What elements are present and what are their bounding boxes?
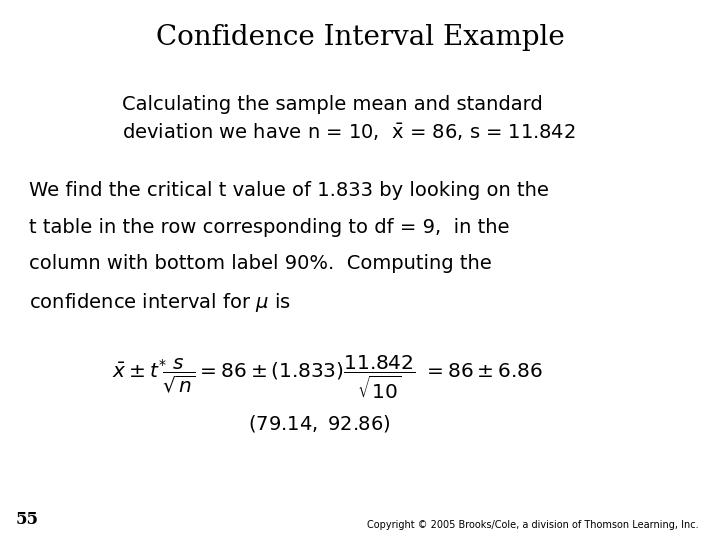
Text: confidence interval for $\mu$ is: confidence interval for $\mu$ is [29, 291, 291, 314]
Text: Calculating the sample mean and standard: Calculating the sample mean and standard [122, 94, 543, 113]
Text: Confidence Interval Example: Confidence Interval Example [156, 24, 564, 51]
Text: 55: 55 [16, 511, 39, 528]
Text: t table in the row corresponding to df = 9,  in the: t table in the row corresponding to df =… [29, 218, 509, 237]
Text: column with bottom label 90%.  Computing the: column with bottom label 90%. Computing … [29, 254, 492, 273]
Text: deviation we have n = 10,  $\bar{\mathregular{x}}$ = 86, s = 11.842: deviation we have n = 10, $\bar{\mathreg… [122, 122, 576, 143]
Text: We find the critical t value of 1.833 by looking on the: We find the critical t value of 1.833 by… [29, 181, 549, 200]
Text: $\bar{x} \pm t^{*}\! \dfrac{s}{\sqrt{n}} = 86 \pm (1.833)\dfrac{11.842}{\sqrt{10: $\bar{x} \pm t^{*}\! \dfrac{s}{\sqrt{n}}… [112, 354, 542, 401]
Text: $(79.14, \ 92.86)$: $(79.14, \ 92.86)$ [248, 413, 391, 434]
Text: Copyright © 2005 Brooks/Cole, a division of Thomson Learning, Inc.: Copyright © 2005 Brooks/Cole, a division… [366, 520, 698, 530]
